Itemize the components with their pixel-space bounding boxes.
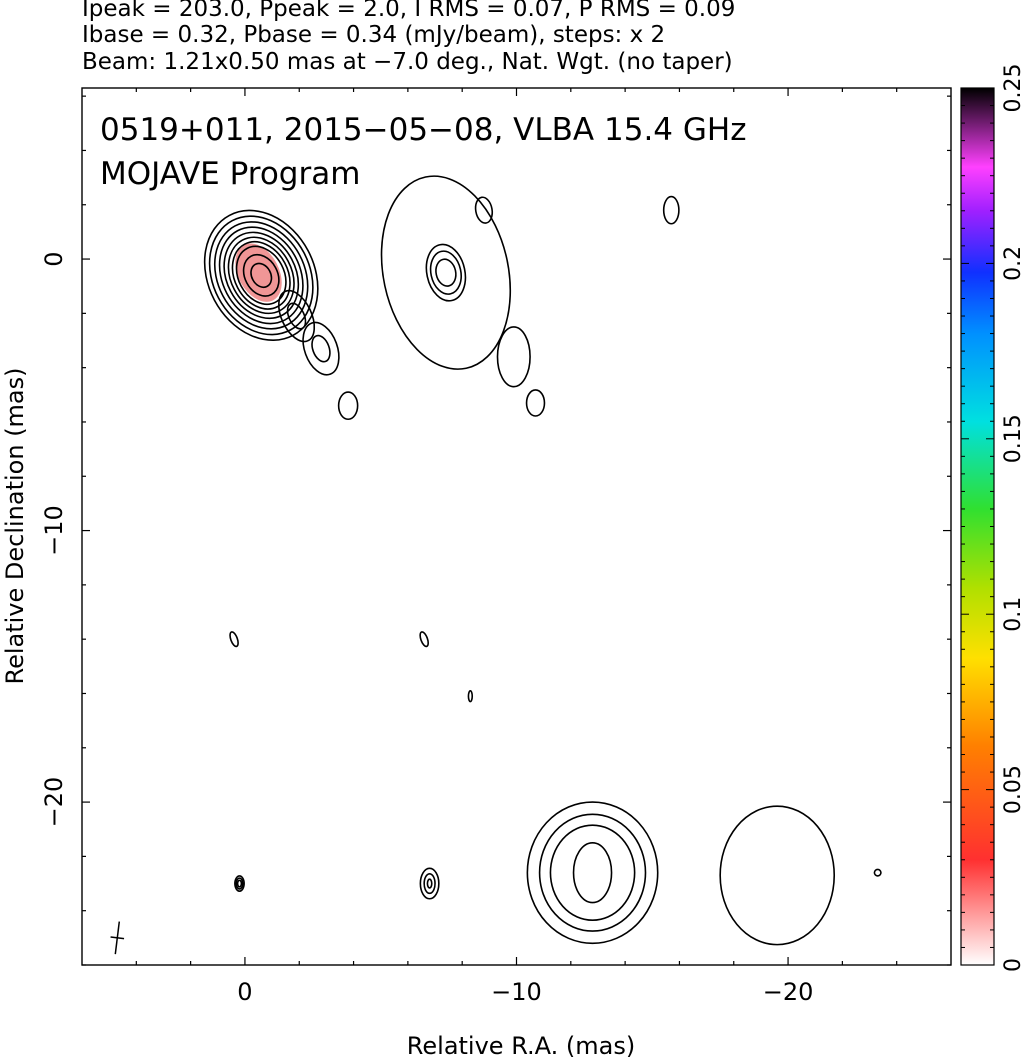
contour-lobe-2 <box>719 805 836 946</box>
chart-subtitle: MOJAVE Program <box>100 156 360 192</box>
contour-core-ext-3 <box>337 391 359 421</box>
contour-core-ext-1 <box>286 302 307 330</box>
colorbar-tick-label: 0.1 <box>1001 597 1021 632</box>
contour-knot-a <box>425 243 467 302</box>
contour-core <box>235 245 287 306</box>
axis-ticks <box>82 88 951 966</box>
contour-knot-a-ext <box>496 326 531 388</box>
x-tick-label: 0 <box>237 978 252 1006</box>
contour-north-blob-1 <box>474 196 494 224</box>
y-tick-label: 0 <box>40 251 68 266</box>
contour-spot-2 <box>419 631 429 648</box>
header-line-2: Ibase = 0.32, Pbase = 0.34 (mJy/beam), s… <box>82 22 666 48</box>
contour-core <box>223 231 300 320</box>
contour-core-ext-2 <box>302 321 340 376</box>
y-tick-label: −10 <box>40 505 68 556</box>
contour-knot-a <box>429 250 462 295</box>
contour-core <box>231 240 291 310</box>
contour-core-ext-2 <box>311 334 331 363</box>
contour-north-blob-2 <box>662 195 680 225</box>
contour-knot-a <box>435 258 457 287</box>
colorbar <box>961 88 994 965</box>
contour-core <box>218 226 304 325</box>
x-tick-label: −20 <box>763 978 814 1006</box>
beam-marker <box>110 921 125 955</box>
colorbar-ticks <box>961 87 994 966</box>
contour-spot-1 <box>229 631 239 648</box>
beam-cross <box>110 921 125 955</box>
core-intensity-color <box>235 243 282 302</box>
contour-lobe-1 <box>549 824 636 921</box>
plot-frame <box>81 87 952 966</box>
contour-spot-5 <box>423 872 436 895</box>
contour-layer <box>203 175 882 946</box>
contour-lobe-1 <box>538 813 647 932</box>
contour-spot-3 <box>467 689 474 703</box>
header-line-1: Ipeak = 203.0, Ppeak = 2.0, I RMS = 0.07… <box>82 0 736 22</box>
contour-spot-5 <box>426 878 433 889</box>
contour-spot-5 <box>419 867 440 900</box>
x-tick-label: −10 <box>491 978 542 1006</box>
contour-core <box>250 262 273 289</box>
contour-spot-4 <box>234 875 245 892</box>
colorbar-tick-label: 0.25 <box>1001 64 1021 113</box>
colorbar-tick-label: 0.05 <box>1001 765 1021 814</box>
contour-core <box>213 221 309 330</box>
contour-knot-a-blob <box>525 389 546 417</box>
contour-spot-4 <box>235 877 244 890</box>
contour-core-ext-1 <box>277 289 316 343</box>
contour-knot-a <box>380 175 512 370</box>
colorbar-tick-label: 0 <box>1001 958 1021 972</box>
contour-core <box>208 215 314 336</box>
x-axis-label: Relative R.A. (mas) <box>407 1032 635 1060</box>
chart-title: 0519+011, 2015−05−08, VLBA 15.4 GHz <box>100 112 746 148</box>
colorbar-tick-label: 0.2 <box>1001 246 1021 281</box>
y-axis-label: Relative Declination (mas) <box>1 367 29 684</box>
contour-core <box>203 209 319 342</box>
y-tick-label: −20 <box>40 777 68 828</box>
axis-tick-labels: 0 −10 −20 0 −10 −20 <box>40 251 813 1006</box>
colorbar-tick-labels: 0 0.05 0.1 0.15 0.2 0.25 <box>1001 64 1021 972</box>
header-line-3: Beam: 1.21x0.50 mas at −7.0 deg., Nat. W… <box>82 49 733 75</box>
contour-lobe-1 <box>572 842 613 904</box>
contour-spot-4 <box>236 879 243 888</box>
contour-lobe-1 <box>526 801 659 945</box>
contour-core <box>242 253 280 297</box>
contour-spot-6 <box>873 868 882 877</box>
colorbar-tick-label: 0.15 <box>1001 414 1021 463</box>
